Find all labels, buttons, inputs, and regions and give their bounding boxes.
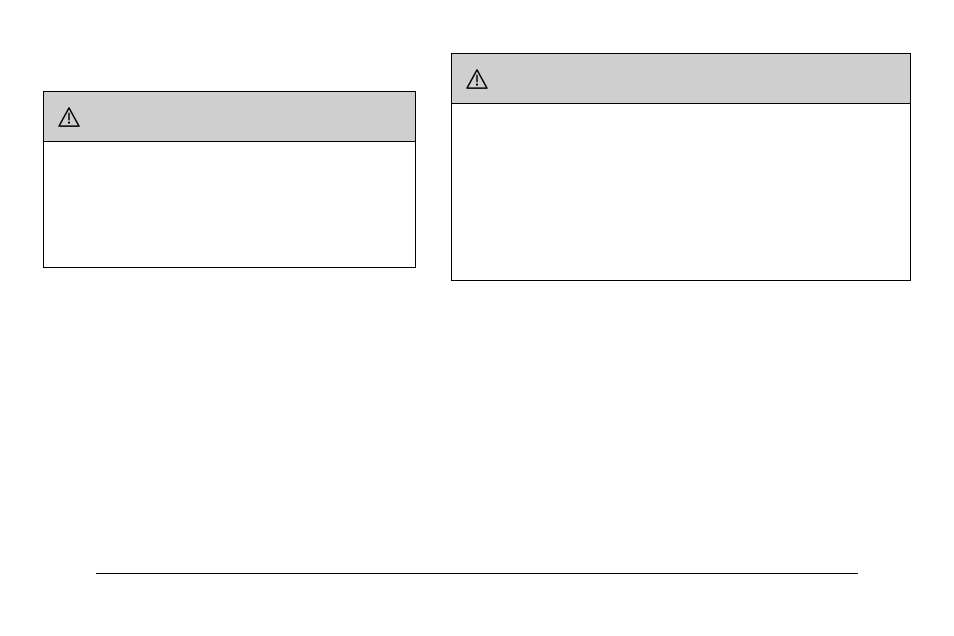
warning-box-left: [43, 91, 416, 268]
warning-triangle-icon: [466, 69, 488, 89]
warning-header: [452, 54, 910, 104]
footer-rule: [96, 573, 858, 574]
warning-body: [44, 142, 415, 162]
warning-box-right: [451, 53, 911, 281]
warning-header: [44, 92, 415, 142]
warning-triangle-icon: [58, 107, 80, 127]
manual-page: [0, 0, 954, 636]
warning-body: [452, 104, 910, 124]
